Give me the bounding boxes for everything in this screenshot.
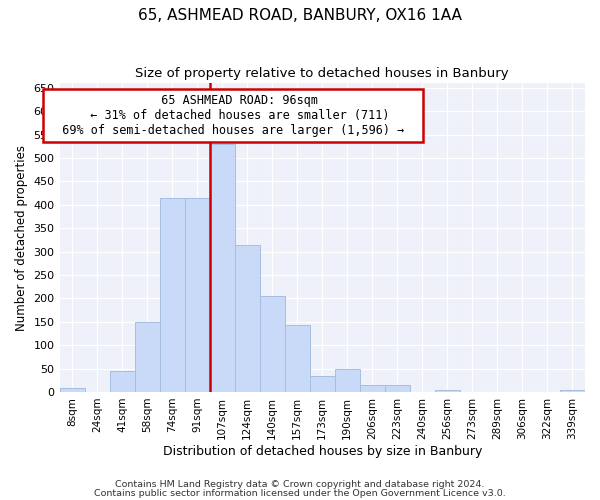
Bar [134, 322, 160, 392]
Bar [160, 198, 185, 392]
Title: Size of property relative to detached houses in Banbury: Size of property relative to detached ho… [136, 68, 509, 80]
Bar [435, 390, 460, 392]
Bar [185, 198, 209, 392]
Y-axis label: Number of detached properties: Number of detached properties [15, 144, 28, 330]
Text: Contains HM Land Registry data © Crown copyright and database right 2024.: Contains HM Land Registry data © Crown c… [115, 480, 485, 489]
Bar [335, 370, 360, 392]
Bar [235, 244, 260, 392]
Text: 65, ASHMEAD ROAD, BANBURY, OX16 1AA: 65, ASHMEAD ROAD, BANBURY, OX16 1AA [138, 8, 462, 22]
Bar [285, 325, 310, 392]
Bar [360, 385, 385, 392]
Text: 65 ASHMEAD ROAD: 96sqm
  ← 31% of detached houses are smaller (711)
  69% of sem: 65 ASHMEAD ROAD: 96sqm ← 31% of detached… [47, 94, 418, 137]
Text: Contains public sector information licensed under the Open Government Licence v3: Contains public sector information licen… [94, 489, 506, 498]
Bar [310, 376, 335, 392]
Bar [260, 296, 285, 392]
X-axis label: Distribution of detached houses by size in Banbury: Distribution of detached houses by size … [163, 444, 482, 458]
Bar [110, 372, 134, 392]
Bar [209, 144, 235, 392]
Bar [385, 386, 410, 392]
Bar [560, 390, 585, 392]
Bar [59, 388, 85, 392]
